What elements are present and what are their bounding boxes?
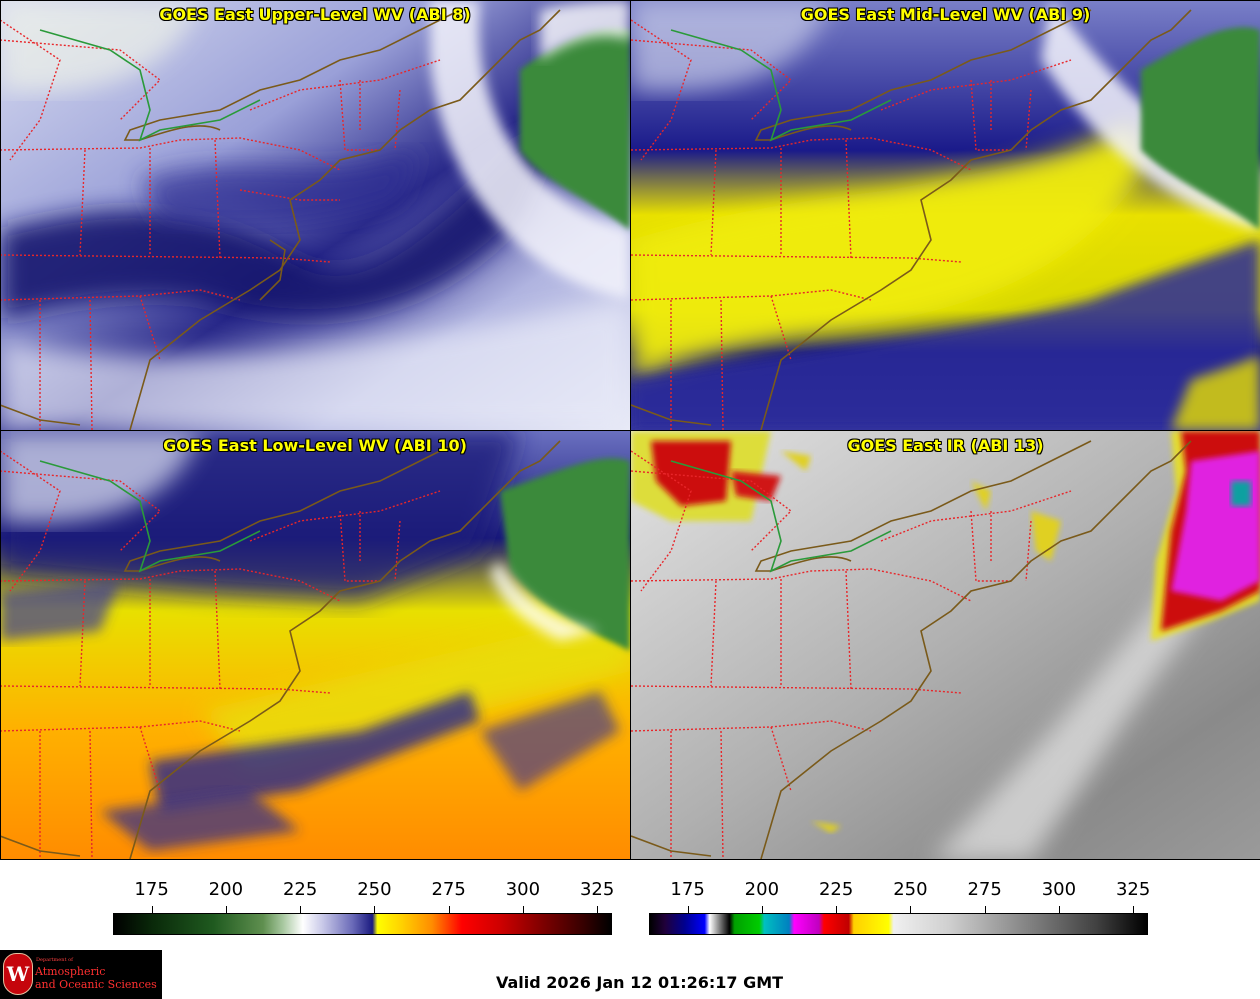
low-level-wv-panel: GOES East Low-Level WV (ABI 10) [0,431,630,859]
colorbar-tick-label: 200 [744,879,780,900]
colorbar-tick [761,906,763,913]
infrared-panel: GOES East IR (ABI 13) [631,431,1260,859]
colorbar-tick-label: 225 [818,879,854,900]
colorbar-tick-label: 225 [282,879,318,900]
colorbar-tick [836,906,838,913]
map-overlay [0,440,561,859]
colorbar-tick [151,906,153,913]
colorbar-tick [225,906,227,913]
colorbar-tick [597,906,599,913]
colorbar-tick-label: 175 [134,879,169,900]
logo-line-1: Atmospheric [35,965,106,978]
map-overlay [0,9,561,430]
colorbar-tick [522,906,524,913]
colorbar-tick [910,906,912,913]
colorbar-tick-label: 275 [431,879,466,900]
colorbar-tick-label: 175 [670,879,705,900]
water-vapor-colorbar-gradient [113,913,612,935]
water-vapor-colorbar: 175 200 225 250 275 300 325 [113,879,614,935]
panel-divider [630,0,631,859]
mid-level-wv-image [631,0,1260,430]
map-overlay [631,9,1192,430]
low-level-wv-image [0,431,630,859]
mid-level-wv-panel: GOES East Mid-Level WV (ABI 9) [631,0,1260,430]
colorbar-tick [687,906,689,913]
infrared-colorbar-gradient [649,913,1148,935]
colorbar-tick [448,906,450,913]
colorbar-tick [374,906,376,913]
panel-title: GOES East Upper-Level WV (ABI 8) [159,5,471,24]
infrared-colorbar: 175 200 225 250 275 300 325 [649,879,1150,935]
panel-title: GOES East Low-Level WV (ABI 10) [163,436,467,455]
colorbar-tick-label: 300 [1041,879,1077,900]
colorbar-tick-label: 200 [208,879,244,900]
upper-level-wv-panel: GOES East Upper-Level WV (ABI 8) [0,0,630,430]
panel-title: GOES East IR (ABI 13) [847,436,1044,455]
colorbar-tick [1058,906,1060,913]
panel-title: GOES East Mid-Level WV (ABI 9) [800,5,1091,24]
logo-line-2: and Oceanic Sciences [35,978,157,991]
colorbar-tick-label: 250 [893,879,928,900]
colorbar-tick [1133,906,1135,913]
valid-time: Valid 2026 Jan 12 01:26:17 GMT [496,973,784,992]
colorbar-tick [300,906,302,913]
map-overlay [631,440,1192,859]
colorbar-tick-label: 300 [505,879,541,900]
logo-dept-text: Department of [36,957,73,963]
colorbar-tick-label: 275 [967,879,1002,900]
colorbar-tick [984,906,986,913]
uw-crest-icon: W [3,953,33,995]
infrared-image [631,431,1260,859]
panel-divider [0,430,1260,431]
aos-logo: W Department of Atmospheric and Oceanic … [0,950,162,999]
colorbar-tick-label: 325 [1115,879,1151,900]
colorbar-tick-label: 250 [357,879,392,900]
colorbar-tick-label: 325 [579,879,615,900]
